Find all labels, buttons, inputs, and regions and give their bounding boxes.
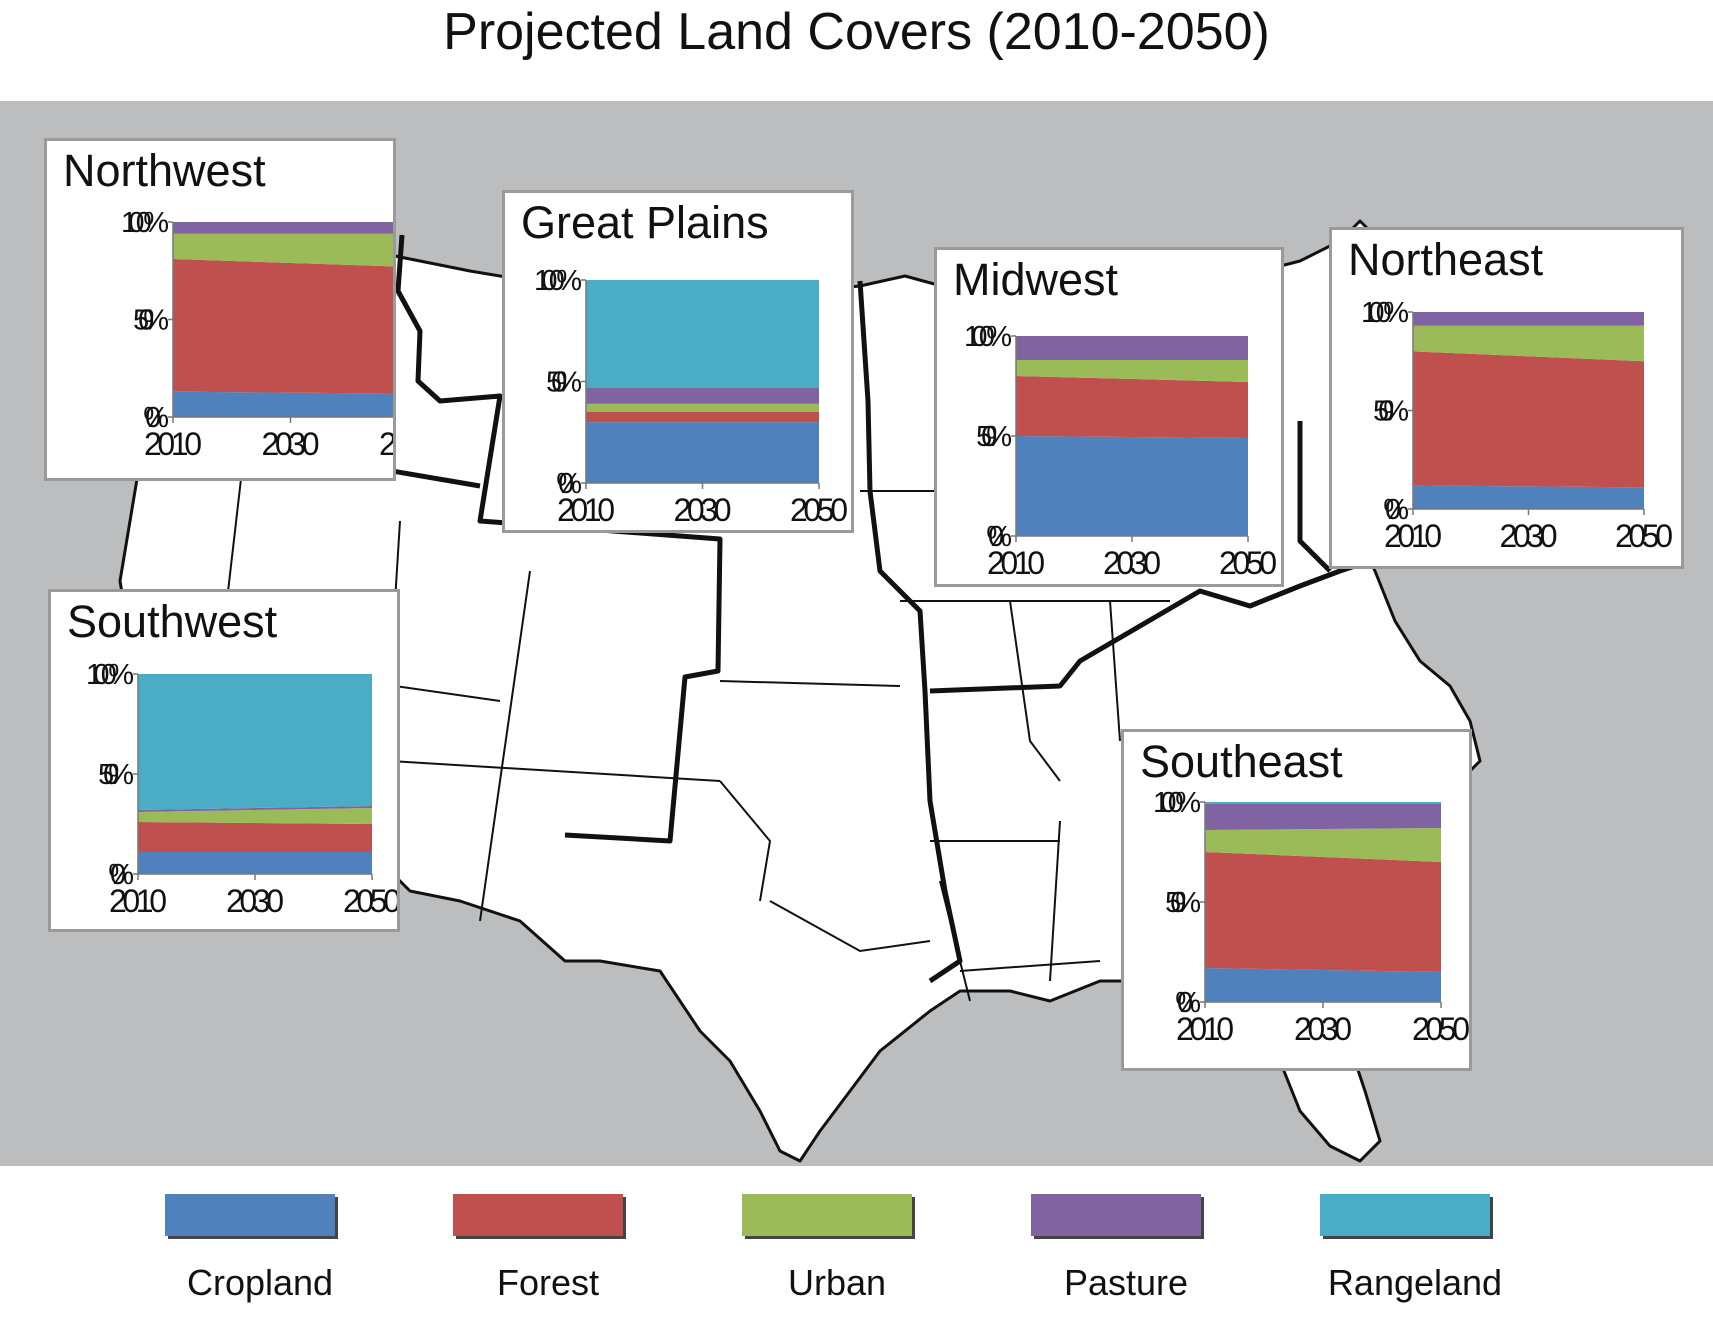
area-urban [1016, 360, 1248, 382]
area-chart-great-plains: 0% 50% 100% 2010 2030 2050 [534, 265, 848, 528]
panel-northwest: Northwest 0% 50% 100% 2010 2030 2050 [44, 138, 396, 481]
y-tick-label: 100% [964, 321, 1012, 353]
area-pasture [1413, 312, 1644, 326]
area-forest [1205, 852, 1441, 972]
y-tick-label: 50% [1165, 887, 1201, 919]
area-cropland [1413, 485, 1644, 509]
y-tick-label: 100% [121, 207, 169, 239]
x-tick-label: 2010 [987, 545, 1045, 581]
y-tick-label: 0% [108, 859, 134, 891]
area-forest [586, 411, 819, 423]
area-forest [138, 822, 372, 852]
x-tick-label: 2050 [790, 492, 848, 528]
area-urban [138, 808, 372, 824]
x-tick-label: 2030 [1103, 545, 1161, 581]
x-tick-label: 2030 [226, 883, 284, 919]
area-pasture [138, 806, 372, 812]
legend-item-rangeland: Rangeland [1300, 1194, 1502, 1314]
y-tick-label: 100% [534, 265, 582, 297]
area-rangeland [1205, 802, 1441, 804]
legend-swatch [1031, 1194, 1201, 1236]
legend-label: Urban [787, 1262, 887, 1303]
y-tick-label: 50% [1373, 396, 1409, 428]
y-tick-label: 100% [86, 659, 134, 691]
legend-swatch [165, 1194, 335, 1236]
legend-label: Forest [496, 1262, 600, 1303]
x-tick-label: 2010 [1384, 518, 1442, 554]
area-forest [1016, 376, 1248, 438]
panel-great-plains: Great Plains 0% 50% 100% 2010 2030 2050 [502, 190, 854, 533]
panel-midwest: Midwest 0% 50% 100% 2010 2030 2050 [934, 247, 1284, 587]
legend-swatch [742, 1194, 912, 1236]
x-tick-label: 2050 [1412, 1011, 1469, 1047]
y-tick-label: 50% [976, 421, 1012, 453]
x-tick-label: 2010 [109, 883, 167, 919]
chart-title: Projected Land Covers (2010-2050) [443, 3, 1270, 61]
y-tick-label: 0% [556, 468, 582, 500]
area-chart-northeast: 0% 50% 100% 2010 2030 2050 [1361, 297, 1673, 554]
area-pasture [1205, 804, 1441, 830]
legend-label: Pasture [1063, 1262, 1189, 1303]
area-urban [173, 233, 393, 267]
x-tick-label: 2030 [1500, 518, 1558, 554]
area-rangeland [586, 280, 819, 388]
x-tick-label: 2010 [144, 426, 202, 462]
x-tick-label: 2050 [1219, 545, 1277, 581]
panel-title: Midwest [953, 254, 1119, 305]
area-cropland [1205, 968, 1441, 1002]
area-urban [586, 403, 819, 412]
area-pasture [1016, 336, 1248, 360]
area-urban [1205, 828, 1441, 862]
area-cropland [138, 852, 372, 874]
area-pasture [586, 387, 819, 404]
legend-item-forest: Forest [433, 1194, 633, 1314]
panel-southeast: Southeast 0% 50% 100% 2010 2030 2050 [1121, 729, 1472, 1071]
panel-title: Great Plains [521, 197, 769, 248]
legend-label: Rangeland [1327, 1262, 1503, 1303]
x-tick-label: 2050 [343, 883, 397, 919]
y-tick-label: 100% [1153, 787, 1201, 819]
area-cropland [173, 391, 393, 417]
area-chart-southwest: 0% 50% 100% 2010 2030 2050 [86, 659, 397, 919]
area-cropland [1016, 436, 1248, 536]
area-forest [173, 259, 393, 394]
y-tick-label: 0% [986, 521, 1012, 553]
panel-title: Northwest [63, 145, 266, 196]
y-tick-label: 0% [1383, 494, 1409, 526]
legend-item-urban: Urban [722, 1194, 922, 1314]
x-tick-label: 2030 [674, 492, 732, 528]
x-tick-label: 2050 [379, 426, 393, 462]
area-forest [1413, 351, 1644, 488]
legend: Cropland Forest Urban Pasture Rangeland [0, 1166, 1713, 1323]
y-tick-label: 50% [98, 759, 134, 791]
area-urban [1413, 325, 1644, 362]
y-tick-label: 50% [546, 367, 582, 399]
legend-swatch [1320, 1194, 1490, 1236]
region-borders [244, 234, 1371, 984]
y-tick-label: 50% [133, 305, 169, 337]
x-tick-label: 2050 [1615, 518, 1673, 554]
y-tick-label: 100% [1361, 297, 1409, 329]
x-tick-label: 2010 [1176, 1011, 1234, 1047]
y-tick-label: 0% [143, 402, 169, 434]
area-chart-northwest: 0% 50% 100% 2010 2030 2050 [121, 207, 393, 462]
area-pasture [173, 222, 393, 234]
y-tick-label: 0% [1175, 987, 1201, 1019]
panel-southwest: Southwest 0% 50% 100% 2010 2030 2050 [48, 589, 400, 932]
area-chart-southeast: 0% 50% 100% 2010 2030 2050 [1153, 787, 1469, 1047]
x-tick-label: 2030 [262, 426, 320, 462]
x-tick-label: 2030 [1294, 1011, 1352, 1047]
area-chart-midwest: 0% 50% 100% 2010 2030 2050 [964, 321, 1277, 581]
panel-title: Southwest [67, 596, 278, 647]
panel-northeast: Northeast 0% 50% 100% 2010 2030 2050 [1329, 227, 1684, 569]
panel-title: Southeast [1140, 736, 1343, 787]
x-tick-label: 2010 [557, 492, 615, 528]
panel-title: Northeast [1348, 234, 1544, 285]
legend-item-cropland: Cropland [145, 1194, 345, 1314]
legend-item-pasture: Pasture [1011, 1194, 1211, 1314]
legend-label: Cropland [186, 1262, 334, 1303]
area-rangeland [138, 674, 372, 810]
legend-swatch [453, 1194, 623, 1236]
area-cropland [586, 422, 819, 483]
